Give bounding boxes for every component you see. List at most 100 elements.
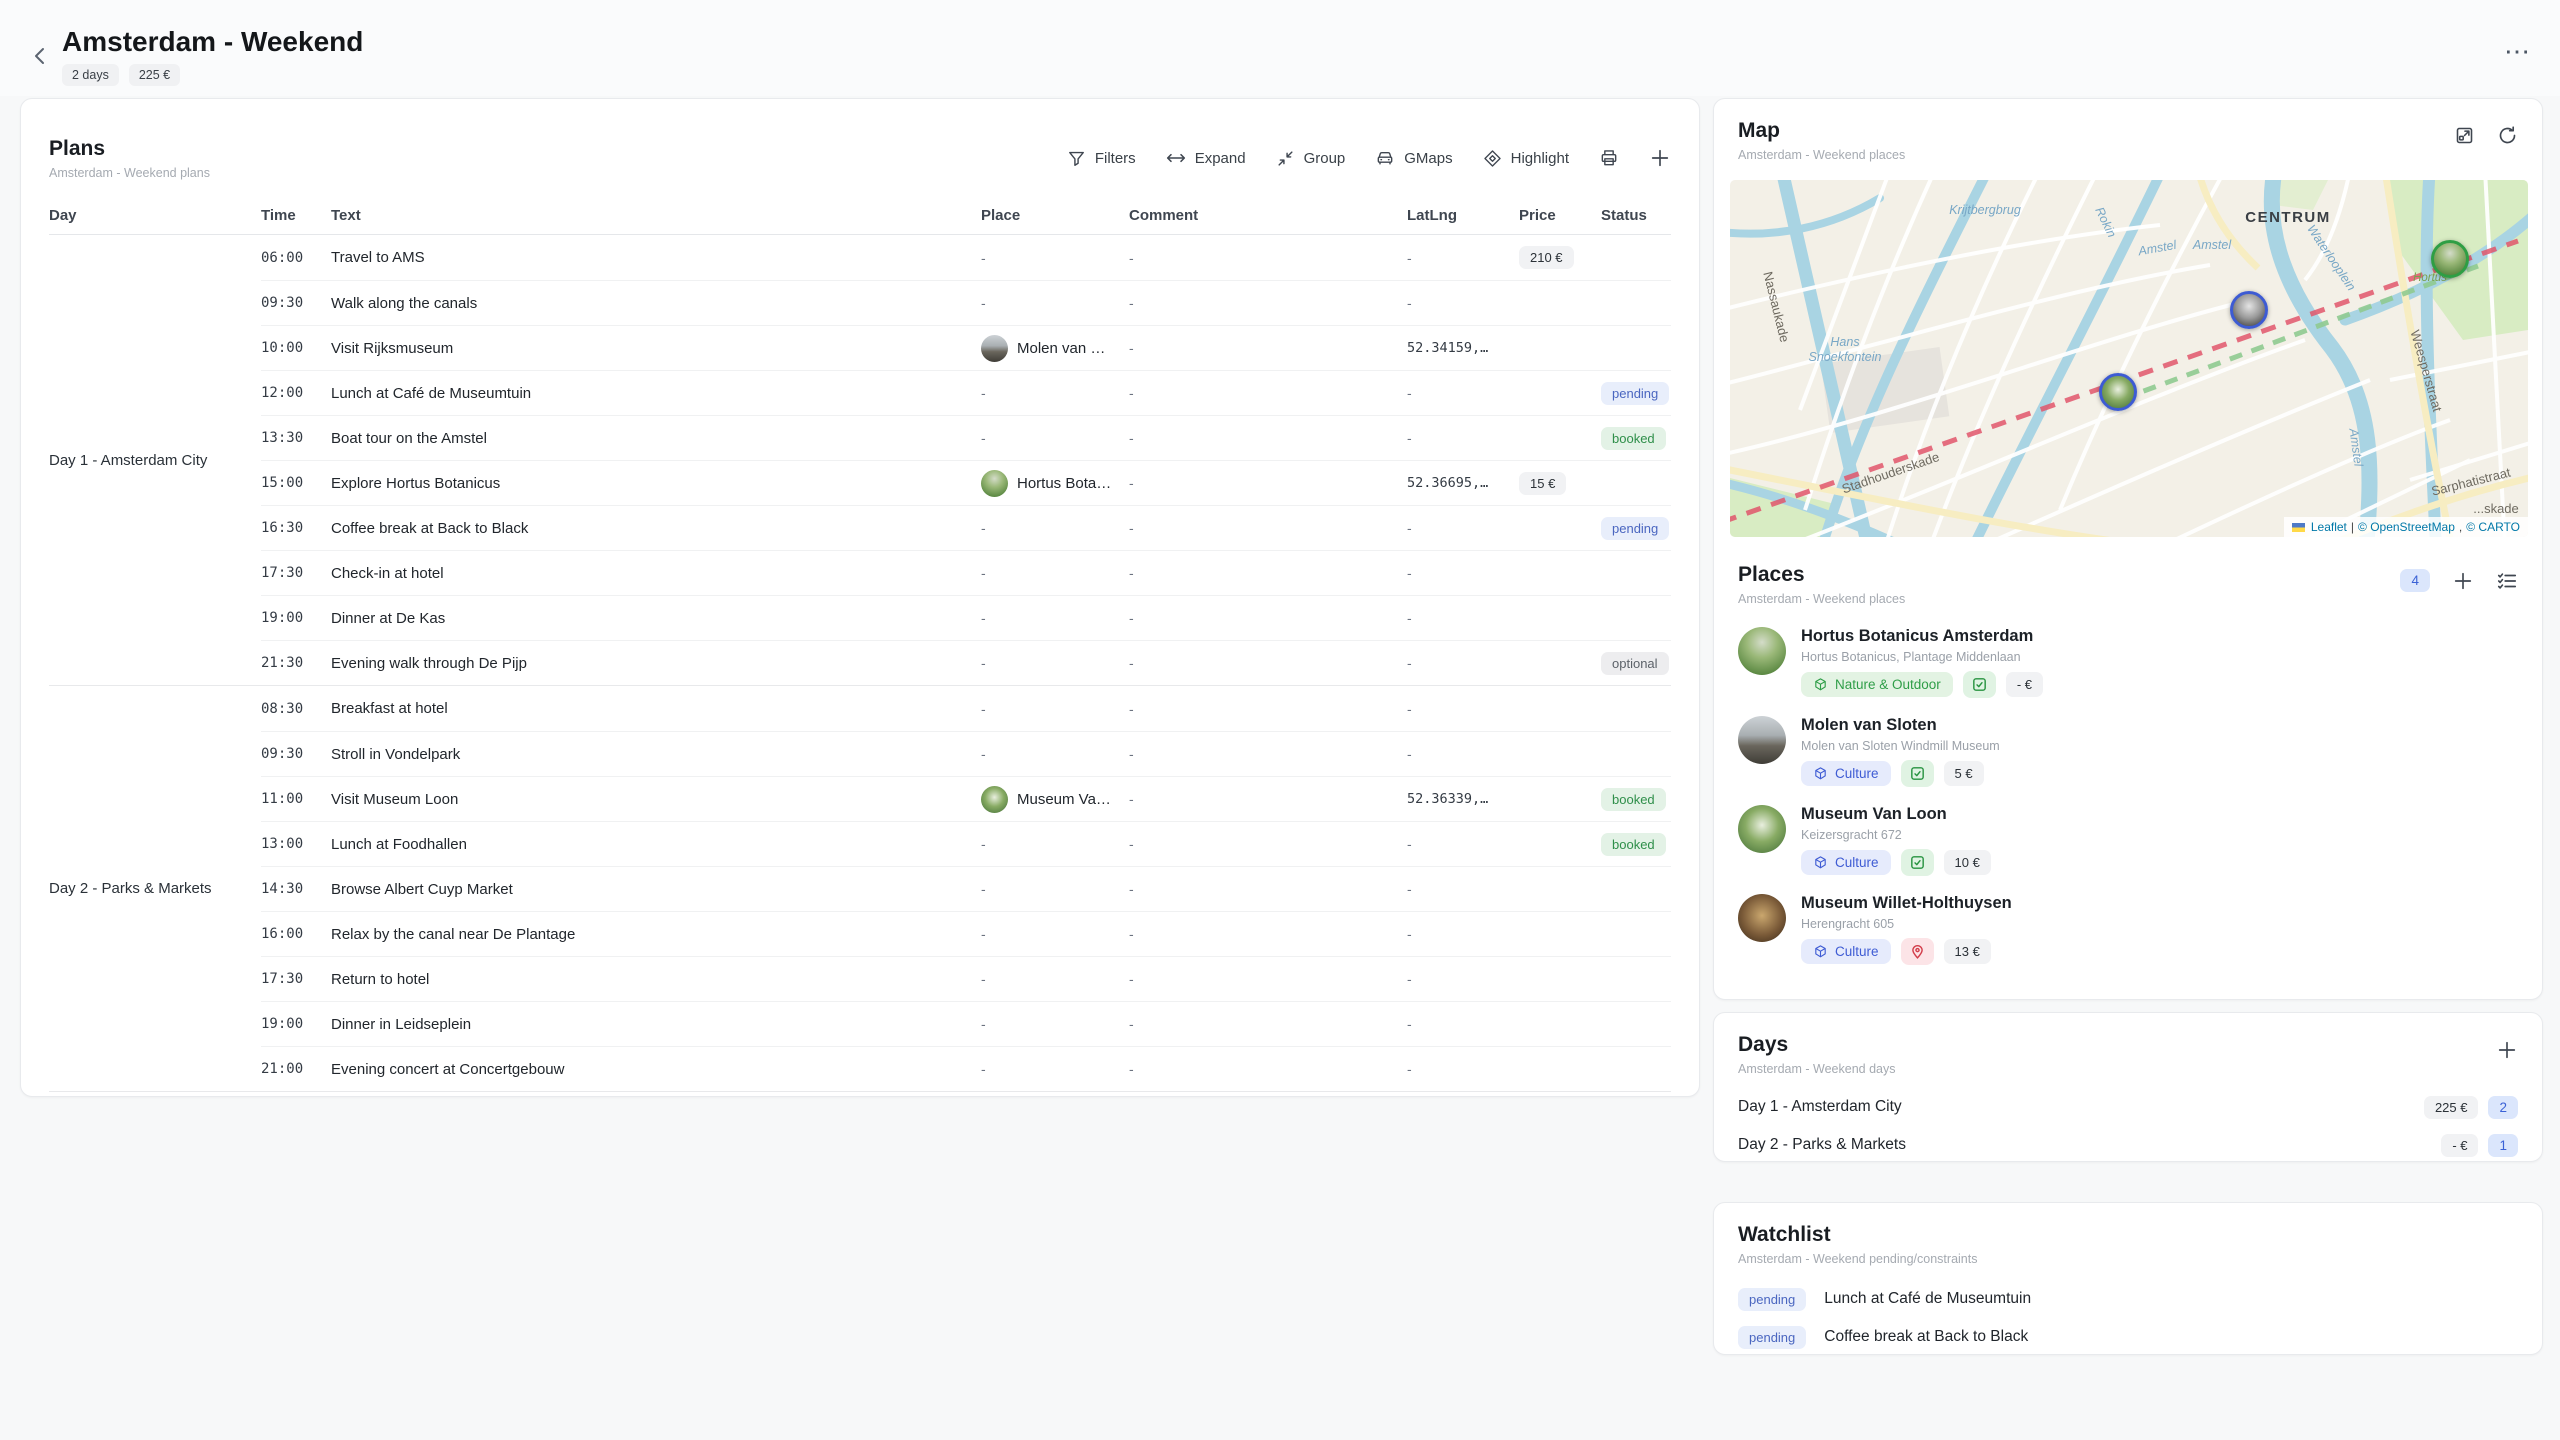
plan-row[interactable]: 16:00 Relax by the canal near De Plantage… <box>261 911 1671 956</box>
place-name: Museum Van Loon <box>1801 805 1947 823</box>
plan-day-label: Day 1 - Amsterdam City <box>49 451 208 469</box>
plan-latlng-cell: 52.36339,… <box>1407 791 1489 807</box>
print-button[interactable] <box>1599 148 1619 168</box>
expand-button[interactable]: Expand <box>1166 148 1246 168</box>
day-row[interactable]: Day 2 - Parks & Markets - € 1 <box>1738 1126 2518 1161</box>
plan-latlng-cell: - <box>1407 655 1412 671</box>
plan-row[interactable]: 09:30 Walk along the canals - - - <box>261 280 1671 325</box>
watchlist-status-badge: pending <box>1738 1325 1807 1349</box>
plan-row[interactable]: 21:30 Evening walk through De Pijp - - - opti… <box>261 640 1671 685</box>
place-name: Molen van Sloten <box>1801 716 1937 734</box>
map-fullscreen-button[interactable] <box>2454 125 2475 146</box>
plan-status-cell: optional <box>1601 651 1671 675</box>
group-button[interactable]: Group <box>1276 149 1345 168</box>
map-label: Hans <box>1830 335 1859 349</box>
plan-place-cell: - <box>981 971 1129 987</box>
marker-hortus-botanicus[interactable] <box>2430 239 2469 278</box>
days-list: Day 1 - Amsterdam City 225 € 2 Day 2 - Park… <box>1738 1088 2518 1161</box>
plan-row[interactable]: 12:00 Lunch at Café de Museumtuin - - - pendi… <box>261 370 1671 415</box>
map-canvas[interactable]: Krijtbergbrug Rokin Amstel Amstel CENTRUM Wat… <box>1730 180 2528 537</box>
marker-museum-willet-holthuysen[interactable] <box>2230 291 2269 330</box>
place-price-badge: 10 € <box>1943 850 1991 875</box>
refresh-icon <box>2499 126 2516 144</box>
plans-table-body: Day 1 - Amsterdam City 06:00 Travel to AMS… <box>49 235 1671 1092</box>
plan-comment-cell: - <box>1129 475 1134 491</box>
cube-icon <box>1815 678 1826 691</box>
leaflet-link[interactable]: Leaflet <box>2310 520 2347 534</box>
watchlist-item[interactable]: pending Coffee break at Back to Black <box>1738 1318 2518 1354</box>
place-item[interactable]: Molen van Sloten Molen van Sloten Windmil… <box>1738 707 2518 796</box>
add-day-button[interactable] <box>2496 1039 2518 1061</box>
trip-badges: 2 days 225 € <box>62 64 181 86</box>
plan-place-empty: - <box>981 610 986 626</box>
plan-place-empty: - <box>981 836 986 852</box>
map-attribution: Leaflet | © OpenStreetMap , © CARTO <box>2283 517 2528 537</box>
plan-text-cell: Browse Albert Cuyp Market <box>331 880 513 898</box>
plan-place-empty: - <box>981 430 986 446</box>
places-title: Places <box>1738 563 1805 586</box>
plan-latlng-cell: - <box>1407 249 1412 266</box>
overflow-menu-button[interactable]: ⋯ <box>2504 36 2532 66</box>
plan-row[interactable]: 14:30 Browse Albert Cuyp Market - - - <box>261 866 1671 911</box>
watchlist-item[interactable]: pending Lunch at Café de Museumtuin <box>1738 1280 2518 1318</box>
place-price-badge: - € <box>2005 672 2043 697</box>
map-pin-icon <box>1911 945 1923 959</box>
category-tag: Culture <box>1801 761 1891 786</box>
plan-text-cell: Visit Rijksmuseum <box>331 339 454 357</box>
marker-museum-van-loon[interactable] <box>2098 373 2137 412</box>
plan-place-empty: - <box>981 1061 986 1077</box>
cube-icon <box>1815 856 1826 869</box>
plan-text-cell: Return to hotel <box>331 970 430 988</box>
back-button[interactable] <box>24 40 56 72</box>
plan-row[interactable]: 13:30 Boat tour on the Amstel - - - booked <box>261 415 1671 460</box>
map-title: Map <box>1738 119 1780 142</box>
map-refresh-button[interactable] <box>2497 125 2518 146</box>
plan-row[interactable]: 17:30 Check-in at hotel - - - <box>261 550 1671 595</box>
plan-row[interactable]: 21:00 Evening concert at Concertgebouw - - - <box>261 1046 1671 1091</box>
plan-time-cell: 12:00 <box>261 385 304 401</box>
plan-place-cell: - <box>981 655 1129 671</box>
col-day: Day <box>49 207 77 224</box>
add-place-button[interactable] <box>2452 570 2474 592</box>
map-label: Amstel <box>2136 238 2178 259</box>
plan-comment-cell: - <box>1129 385 1134 401</box>
place-badges: Nature & Outdoor - € <box>1801 671 2043 698</box>
highlight-button[interactable]: Highlight <box>1483 149 1569 168</box>
plan-row[interactable]: 19:00 Dinner at De Kas - - - <box>261 595 1671 640</box>
plan-row[interactable]: 08:30 Breakfast at hotel - - - <box>261 686 1671 731</box>
plan-place-empty: - <box>981 520 986 536</box>
plan-row[interactable]: 13:00 Lunch at Foodhallen - - - booked <box>261 821 1671 866</box>
plan-comment-cell: - <box>1129 1016 1134 1032</box>
place-item[interactable]: Museum Willet-Holthuysen Herengracht 605 C… <box>1738 885 2518 974</box>
plan-row[interactable]: 11:00 Visit Museum Loon Museum Va… - 52.3633… <box>261 776 1671 821</box>
plan-row[interactable]: 06:00 Travel to AMS - - - 210 € <box>261 235 1671 280</box>
gmaps-button[interactable]: GMaps <box>1375 148 1453 168</box>
plan-place-cell: - <box>981 610 1129 626</box>
place-item[interactable]: Museum Van Loon Keizersgracht 672 Culture 1… <box>1738 796 2518 885</box>
plan-row[interactable]: 19:00 Dinner in Leidseplein - - - <box>261 1001 1671 1046</box>
plan-row[interactable]: 16:30 Coffee break at Back to Black - - - pen… <box>261 505 1671 550</box>
day-row[interactable]: Day 1 - Amsterdam City 225 € 2 <box>1738 1088 2518 1126</box>
plan-row[interactable]: 15:00 Explore Hortus Botanicus Hortus Bota… <box>261 460 1671 505</box>
plan-row[interactable]: 09:30 Stroll in Vondelpark - - - <box>261 731 1671 776</box>
add-plan-button[interactable] <box>1649 147 1671 169</box>
plan-price-cell: 210 € <box>1519 246 1601 269</box>
plan-place-name: Hortus Bota… <box>1017 474 1112 492</box>
plan-text-cell: Evening concert at Concertgebouw <box>331 1060 565 1078</box>
plan-row[interactable]: 10:00 Visit Rijksmuseum Molen van … - 52.341… <box>261 325 1671 370</box>
plan-time-cell: 17:30 <box>261 971 304 987</box>
osm-link[interactable]: © OpenStreetMap <box>2358 520 2455 534</box>
status-badge: pending <box>1601 516 1670 540</box>
pin-badge <box>1900 938 1934 965</box>
place-avatar <box>1738 805 1786 853</box>
carto-link[interactable]: © CARTO <box>2466 520 2520 534</box>
days-title-block: Days Amsterdam - Weekend days <box>1738 1033 1895 1076</box>
filters-button[interactable]: Filters <box>1067 149 1136 168</box>
place-item[interactable]: Hortus Botanicus Amsterdam Hortus Botanic… <box>1738 618 2518 707</box>
places-list-view-button[interactable] <box>2496 570 2518 592</box>
plan-latlng-cell: - <box>1407 1016 1412 1032</box>
places-title-block: Places Amsterdam - Weekend places <box>1738 563 1905 606</box>
plan-row[interactable]: 17:30 Return to hotel - - - <box>261 956 1671 1001</box>
plan-place-empty: - <box>981 655 986 671</box>
